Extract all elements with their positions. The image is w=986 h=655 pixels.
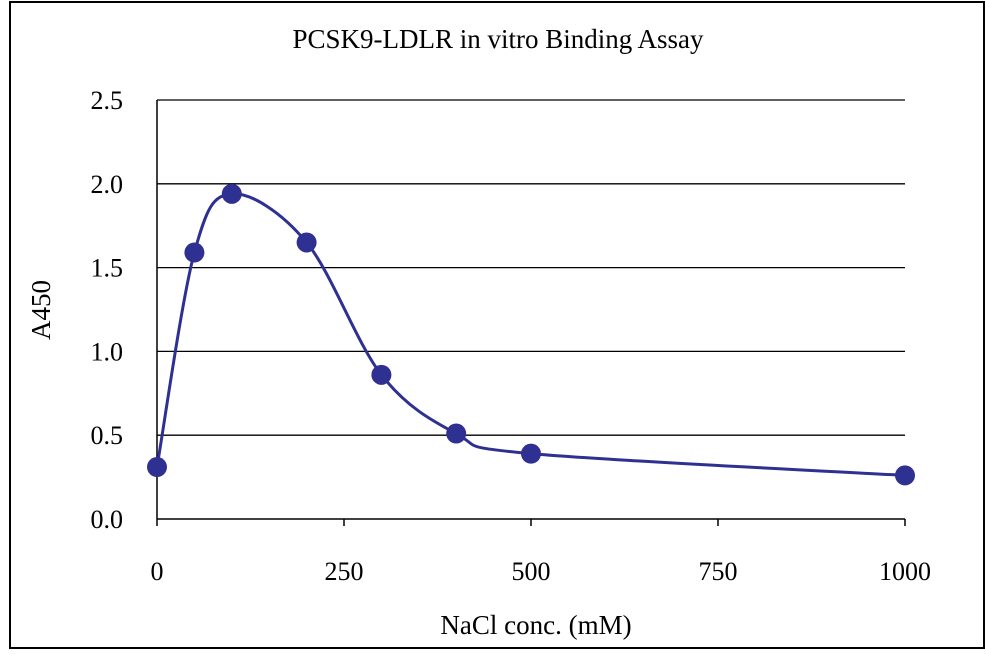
y-tick-label: 0.5 — [91, 421, 124, 450]
data-point — [184, 242, 205, 263]
chart-border — [9, 1, 985, 649]
x-axis-label: NaCl conc. (mM) — [440, 610, 631, 640]
data-point — [895, 465, 915, 486]
data-point — [446, 423, 467, 444]
x-tick-label: 1000 — [879, 557, 931, 586]
data-point — [147, 457, 167, 478]
chart-title: PCSK9-LDLR in vitro Binding Assay — [292, 24, 704, 54]
x-tick-label: 750 — [699, 557, 738, 586]
grid-lines — [157, 99, 905, 436]
y-tick-label: 1.5 — [91, 254, 124, 283]
axes — [156, 100, 906, 526]
tick-labels: 0.0 0.5 1.0 1.5 2.0 2.5 0 250 500 750 1000 — [91, 86, 932, 586]
data-point — [521, 443, 541, 464]
x-tick-label: 0 — [151, 557, 164, 586]
y-tick-label: 2.0 — [91, 170, 124, 199]
y-axis-label: A450 — [26, 280, 56, 340]
y-tick-label: 1.0 — [91, 337, 124, 366]
x-tick-label: 500 — [512, 557, 551, 586]
data-series — [147, 183, 915, 486]
data-point — [296, 232, 317, 253]
data-point — [221, 183, 242, 204]
y-tick-label: 2.5 — [91, 86, 124, 115]
x-tick-label: 250 — [325, 557, 364, 586]
y-tick-label: 0.0 — [91, 505, 124, 534]
data-point — [371, 364, 392, 385]
